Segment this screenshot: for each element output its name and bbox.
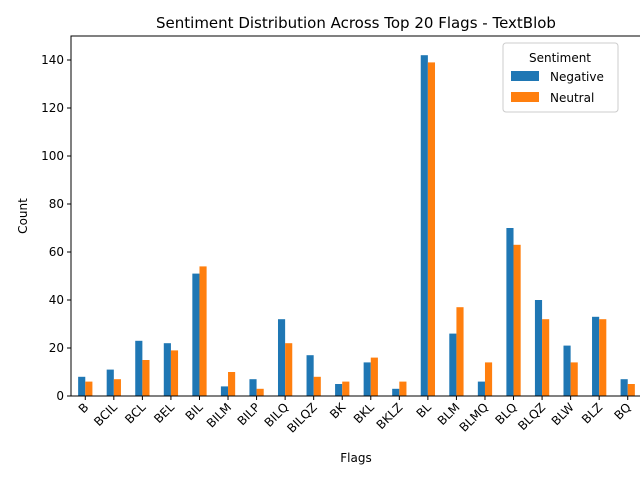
- bar-negative-bklz: [392, 388, 400, 396]
- bar-neutral-b: [85, 381, 93, 396]
- bar-negative-blw: [563, 345, 571, 396]
- bar-neutral-blmq: [484, 362, 493, 396]
- bar-negative-bilm: [220, 386, 229, 396]
- x-tick-label: BL: [414, 400, 435, 421]
- bar-negative-blmq: [477, 381, 485, 396]
- bar-negative-bcil: [106, 369, 114, 396]
- legend: Sentiment Negative Neutral: [502, 42, 619, 113]
- bar-neutral-blz: [599, 319, 607, 396]
- bar-negative-bq: [620, 379, 628, 396]
- bar-neutral-bil: [199, 266, 207, 396]
- plot-frame: [70, 35, 640, 397]
- y-tick-label: 40: [49, 293, 64, 307]
- chart-title: Sentiment Distribution Across Top 20 Fla…: [156, 14, 556, 32]
- bar-neutral-bilq: [285, 343, 293, 396]
- x-tick-label: BLW: [549, 400, 577, 428]
- y-tick-label: 120: [41, 101, 64, 115]
- bar-neutral-bilp: [256, 388, 264, 396]
- x-axis-label: Flags: [340, 451, 371, 465]
- legend-label-negative: Negative: [550, 70, 604, 84]
- bar-negative-b: [78, 376, 86, 396]
- bar-neutral-blm: [456, 307, 464, 396]
- y-tick-label: 140: [41, 53, 64, 67]
- bar-neutral-bk: [342, 381, 350, 396]
- x-tick-label: BILQZ: [284, 400, 319, 435]
- bar-negative-bl: [420, 55, 428, 396]
- bar-neutral-bklz: [399, 381, 407, 396]
- bar-negative-bk: [335, 384, 343, 396]
- bar-negative-bcl: [135, 340, 143, 396]
- bars-group: [78, 55, 635, 397]
- legend-title: Sentiment: [529, 51, 591, 65]
- bar-neutral-bcil: [113, 379, 121, 396]
- x-tick-label: BKLZ: [374, 400, 406, 432]
- bar-neutral-blw: [570, 362, 578, 396]
- bar-neutral-blq: [513, 244, 521, 396]
- legend-label-neutral: Neutral: [550, 91, 594, 105]
- bar-neutral-bkl: [370, 357, 378, 396]
- bar-negative-bel: [163, 343, 171, 396]
- x-tick-label: BILM: [204, 400, 234, 430]
- y-tick-label: 0: [56, 389, 64, 403]
- legend-swatch-negative: [511, 71, 539, 81]
- y-axis: 0 20 40 60 80 100 120 140: [41, 53, 71, 403]
- x-tick-label: BLQZ: [515, 400, 548, 433]
- x-tick-label: BQ: [611, 400, 633, 422]
- y-tick-label: 20: [49, 341, 64, 355]
- bar-neutral-bel: [170, 350, 179, 396]
- bar-negative-blq: [506, 228, 514, 396]
- bar-neutral-bilm: [228, 372, 236, 396]
- bar-negative-blqz: [534, 300, 543, 396]
- x-tick-label: B: [76, 400, 92, 416]
- bar-negative-blm: [449, 333, 457, 396]
- bar-negative-bilqz: [306, 355, 314, 396]
- x-tick-label: BLMQ: [457, 400, 491, 434]
- bar-negative-blz: [592, 316, 600, 396]
- x-tick-label: BIL: [183, 400, 206, 423]
- y-axis-label: Count: [16, 198, 30, 234]
- bar-negative-bil: [192, 273, 200, 396]
- bar-negative-bilq: [277, 319, 286, 396]
- bar-neutral-bilqz: [313, 376, 321, 396]
- x-tick-label: BCIL: [91, 400, 120, 429]
- bar-negative-bkl: [363, 362, 371, 396]
- x-tick-label: BLZ: [579, 400, 605, 426]
- bar-neutral-bl: [427, 62, 436, 397]
- y-tick-label: 100: [41, 149, 64, 163]
- y-tick-label: 80: [49, 197, 64, 211]
- bar-neutral-bq: [627, 384, 635, 396]
- x-tick-label: BK: [327, 399, 349, 421]
- y-tick-label: 60: [49, 245, 64, 259]
- legend-swatch-neutral: [511, 92, 539, 102]
- bar-negative-bilp: [249, 379, 257, 396]
- bar-neutral-bcl: [142, 360, 150, 396]
- x-tick-label: BCL: [122, 400, 148, 426]
- x-tick-label: BEL: [151, 400, 177, 426]
- x-tick-label: BILP: [235, 400, 263, 428]
- bar-neutral-blqz: [542, 319, 550, 396]
